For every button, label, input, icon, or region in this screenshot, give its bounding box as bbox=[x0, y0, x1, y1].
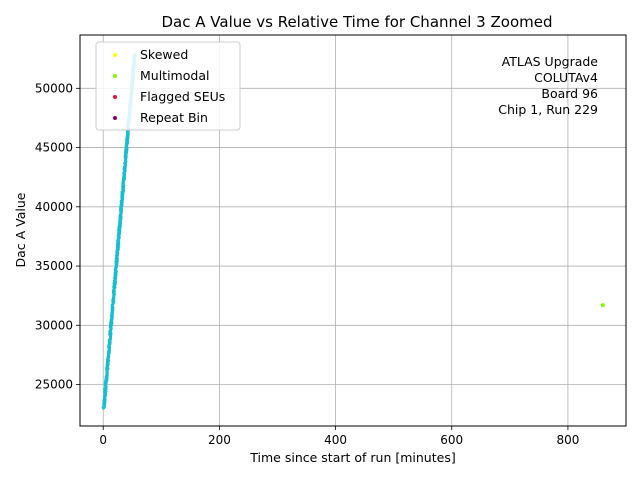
x-axis-ticks: 0 200 400 600 800 bbox=[99, 426, 579, 447]
legend-label: Repeat Bin bbox=[140, 110, 208, 125]
y-tick-label: 40000 bbox=[35, 200, 73, 214]
outlier-point bbox=[600, 303, 605, 308]
legend-box bbox=[95, 41, 241, 131]
x-tick-label: 0 bbox=[99, 433, 107, 447]
y-tick-label: 25000 bbox=[35, 378, 73, 392]
x-axis-label: Time since start of run [minutes] bbox=[249, 450, 455, 465]
legend-marker bbox=[113, 116, 117, 120]
y-tick-label: 35000 bbox=[35, 259, 73, 273]
legend-marker bbox=[113, 53, 117, 57]
legend: Skewed Multimodal Flagged SEUs Repeat Bin bbox=[95, 41, 241, 131]
legend-items: Skewed Multimodal Flagged SEUs Repeat Bin bbox=[113, 47, 225, 125]
annotation-line: Chip 1, Run 229 bbox=[498, 102, 598, 117]
legend-label: Multimodal bbox=[140, 68, 209, 83]
x-tick-label: 800 bbox=[556, 433, 579, 447]
annotation-line: Board 96 bbox=[541, 86, 598, 101]
chart-title: Dac A Value vs Relative Time for Channel… bbox=[162, 13, 553, 31]
x-tick-label: 400 bbox=[324, 433, 347, 447]
plot-frame bbox=[79, 34, 627, 427]
legend-label: Flagged SEUs bbox=[140, 89, 225, 104]
y-tick-label: 30000 bbox=[35, 318, 73, 332]
y-tick-label: 50000 bbox=[35, 81, 73, 95]
y-tick-label: 45000 bbox=[35, 141, 73, 155]
legend-marker bbox=[113, 74, 117, 78]
annotation-line: COLUTAv4 bbox=[534, 70, 598, 85]
y-axis-label: Dac A Value bbox=[13, 192, 28, 267]
x-tick-label: 600 bbox=[440, 433, 463, 447]
grid bbox=[80, 35, 626, 426]
annotation-line: ATLAS Upgrade bbox=[502, 54, 599, 69]
x-tick-label: 200 bbox=[208, 433, 231, 447]
y-axis-ticks: 25000 30000 35000 40000 45000 50000 bbox=[35, 81, 80, 392]
legend-marker bbox=[113, 95, 117, 99]
legend-label: Skewed bbox=[140, 47, 188, 62]
